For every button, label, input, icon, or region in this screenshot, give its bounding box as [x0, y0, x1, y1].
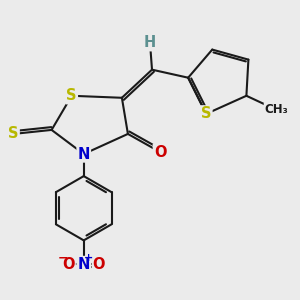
Text: CH₃: CH₃	[265, 103, 288, 116]
Text: +: +	[84, 253, 93, 262]
Text: H: H	[144, 35, 156, 50]
Text: O: O	[62, 257, 75, 272]
Text: S: S	[8, 126, 19, 141]
Text: −: −	[58, 251, 68, 264]
Text: S: S	[66, 88, 77, 103]
Text: N: N	[77, 146, 90, 161]
Text: O: O	[154, 145, 166, 160]
Text: S: S	[201, 106, 211, 122]
Text: N: N	[77, 257, 90, 272]
Text: O: O	[93, 257, 105, 272]
